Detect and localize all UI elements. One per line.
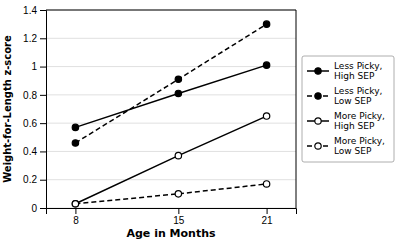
y-tick-label: 1.4 (23, 5, 37, 16)
series-point (263, 21, 269, 27)
plot: 8 15 21 0 0.2 0.4 0.6 0.8 1 1.2 1.4 (23, 5, 296, 226)
y-tick-mark (40, 208, 46, 209)
x-tick-mark (178, 208, 179, 214)
y-tick-label: 0.2 (23, 174, 37, 185)
x-tick-mark (75, 208, 76, 214)
legend-label-line: Low SEP (334, 146, 372, 156)
grid-line (46, 38, 296, 39)
series (72, 113, 270, 207)
y-tick: 0 (31, 203, 46, 214)
series-line (75, 24, 266, 143)
frame-right (296, 10, 297, 208)
series-point (263, 62, 269, 68)
legend: Less Picky,High SEPLess Picky,Low SEPMor… (302, 56, 394, 162)
grid-line (46, 179, 296, 180)
legend-entry: More Picky,High SEP (307, 111, 385, 131)
legend-label-line: High SEP (334, 71, 375, 81)
series-point (175, 76, 181, 82)
x-tick: 15 (173, 208, 185, 226)
x-tick-label: 15 (173, 215, 185, 226)
x-tick-label: 21 (262, 215, 274, 226)
series-point (263, 181, 269, 187)
legend-swatch-marker (315, 93, 321, 99)
frame-top (46, 10, 296, 11)
y-tick-label: 0.8 (23, 90, 37, 101)
series (72, 62, 270, 131)
legend-label-line: More Picky, (334, 136, 385, 146)
y-tick-mark (40, 123, 46, 124)
legend-label-line: Less Picky, (334, 86, 382, 96)
legend-entry: More Picky,Low SEP (307, 136, 385, 156)
grid-line (46, 10, 296, 11)
y-axis-line (40, 11, 47, 209)
legend-label-line: Low SEP (334, 96, 372, 106)
series (72, 181, 270, 207)
y-tick-mark (40, 151, 46, 152)
x-tick-mark (267, 208, 268, 214)
y-tick: 1.4 (23, 5, 46, 16)
y-tick-mark (40, 180, 46, 181)
series-point (72, 201, 78, 207)
y-tick: 1 (31, 61, 46, 72)
x-tick: 21 (262, 208, 274, 226)
series-point (175, 90, 181, 96)
y-tick-label: 0.6 (23, 118, 37, 129)
legend-label: Less Picky,Low SEP (334, 86, 382, 106)
series-line (75, 65, 266, 127)
legend-label: More Picky,High SEP (334, 111, 385, 131)
legend-entry: Less Picky,Low SEP (307, 86, 382, 106)
grid (46, 10, 296, 208)
series-line (75, 184, 266, 204)
legend-swatch-marker (315, 118, 321, 124)
series-line (75, 116, 266, 204)
y-tick-label: 1 (31, 61, 37, 72)
y-tick-label: 0.4 (23, 146, 37, 157)
legend-swatch-marker (315, 68, 321, 74)
legend-entry: Less Picky,High SEP (307, 61, 382, 81)
legend-label: Less Picky,High SEP (334, 61, 382, 81)
grid-line (46, 66, 296, 67)
legend-label-line: More Picky, (334, 111, 385, 121)
y-tick: 0.8 (23, 90, 46, 101)
series-point (175, 152, 181, 158)
y-tick-mark (40, 38, 46, 39)
y-tick: 1.2 (23, 33, 46, 44)
y-tick: 0.2 (23, 174, 46, 185)
y-tick: 0.6 (23, 118, 46, 129)
x-tick: 8 (73, 208, 79, 226)
y-tick-label: 1.2 (23, 33, 37, 44)
y-tick-mark (40, 95, 46, 96)
x-axis: 8 15 21 (47, 208, 297, 226)
legend-swatch-marker (315, 143, 321, 149)
x-axis-title: Age in Months (126, 227, 216, 240)
series-point (72, 201, 78, 207)
series-point (263, 113, 269, 119)
legend-label: More Picky,Low SEP (334, 136, 385, 156)
y-tick-label: 0 (31, 203, 37, 214)
x-axis-line (47, 209, 297, 215)
y-axis-title: Weight-for-Length z-score (2, 35, 13, 183)
legend-label-line: High SEP (334, 121, 375, 131)
y-tick-mark (40, 67, 46, 68)
legend-label-line: Less Picky, (334, 61, 382, 71)
series-point (72, 124, 78, 130)
y-axis: 0 0.2 0.4 0.6 0.8 1 1.2 1.4 (23, 5, 46, 214)
series-point (175, 191, 181, 197)
y-tick: 0.4 (23, 146, 46, 157)
x-tick-label: 8 (73, 215, 79, 226)
series-point (72, 140, 78, 146)
grid-line (46, 123, 296, 124)
grid-line (46, 151, 296, 152)
legend-frame (302, 56, 394, 162)
series-group (72, 21, 270, 207)
y-tick-mark (40, 10, 46, 11)
chart: 8 15 21 0 0.2 0.4 0.6 0.8 1 1.2 1.4 Age in Months We… (0, 0, 400, 242)
